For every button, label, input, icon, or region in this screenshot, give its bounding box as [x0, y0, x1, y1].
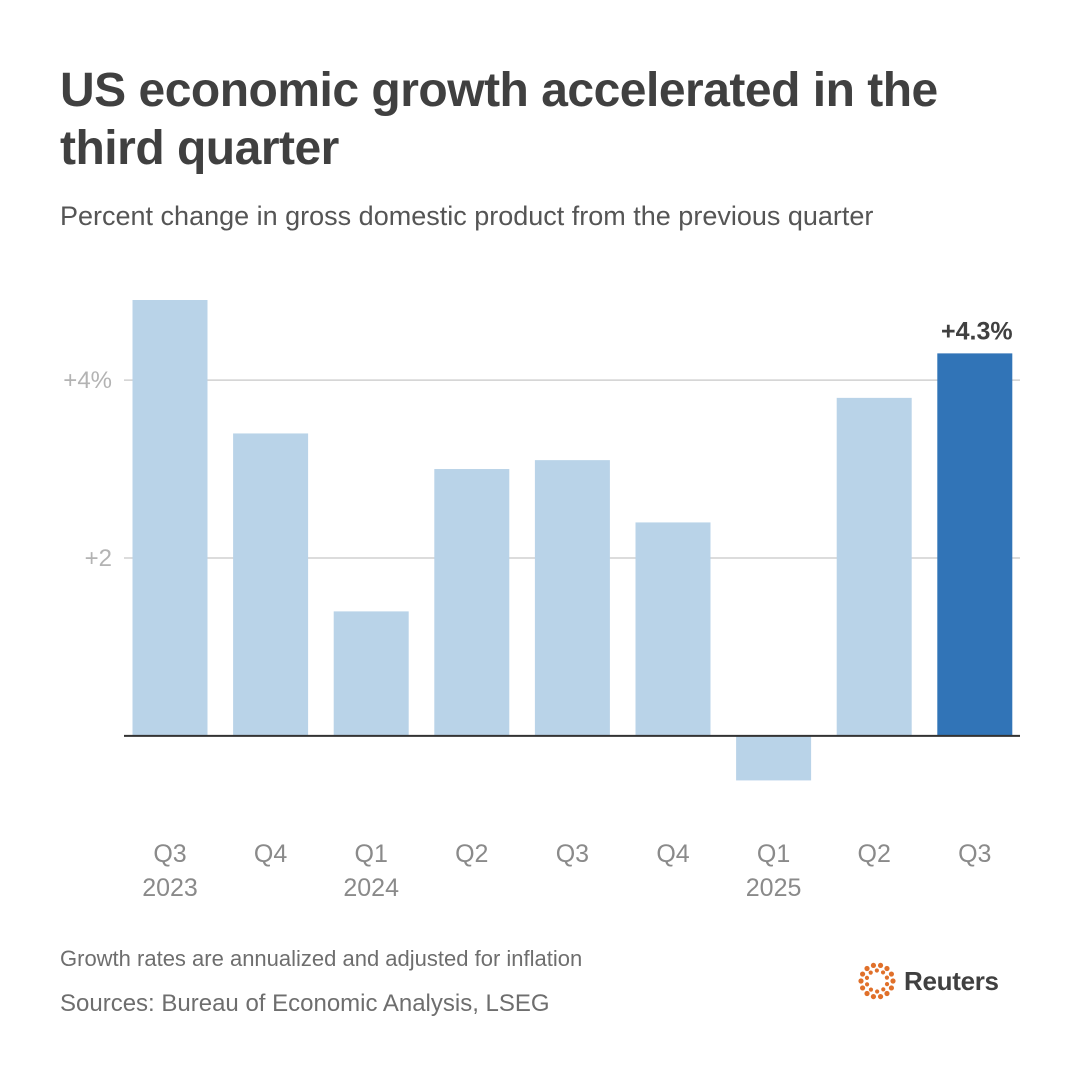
- logo-dot: [864, 990, 870, 997]
- x-tick-label-4: Q2: [455, 840, 488, 868]
- logo-dot: [884, 990, 890, 997]
- x-tick-label-9: Q3: [958, 840, 991, 868]
- bar-8: [836, 397, 912, 736]
- x-tick-label-6: Q4: [656, 840, 689, 868]
- logo-dot: [870, 962, 877, 969]
- x-tick-label-7: Q1: [757, 840, 790, 868]
- bar-6: [635, 522, 711, 736]
- logo-dot: [880, 970, 886, 975]
- bar-5: [534, 460, 610, 736]
- highlight-data-label: +4.3%: [941, 317, 1013, 345]
- logo-dot: [859, 985, 866, 991]
- bar-4: [434, 469, 510, 736]
- logo-dot: [888, 971, 895, 977]
- logo-dot: [870, 993, 877, 1000]
- logo-dot: [858, 978, 864, 984]
- bar-chart: +2 +4% +4.3% Q3 2023 Q4 Q1 2024 Q2 Q3 Q4 Q1 2025 Q2 Q3: [63, 300, 1020, 902]
- logo-dot: [888, 985, 895, 991]
- x-tick-label-3-year: 2024: [343, 874, 399, 902]
- bar-9: [937, 353, 1013, 736]
- logo-dot: [864, 982, 870, 987]
- reuters-logo: Reuters: [856, 960, 999, 1002]
- x-tick-label-5: Q3: [556, 840, 589, 868]
- x-tick-label-1: Q3: [153, 840, 186, 868]
- logo-dot: [884, 982, 890, 987]
- x-tick-label-1-year: 2023: [142, 874, 198, 902]
- x-tick-label-3: Q1: [355, 840, 388, 868]
- logo-dot: [884, 965, 890, 972]
- logo-dot: [877, 993, 884, 1000]
- x-tick-label-2: Q4: [254, 840, 287, 868]
- logo-dot: [884, 975, 890, 980]
- footnote: Growth rates are annualized and adjusted…: [60, 946, 583, 971]
- bar-2: [233, 433, 309, 736]
- bar-3: [333, 611, 409, 736]
- logo-dot: [881, 987, 886, 992]
- chart-subtitle: Percent change in gross domestic product…: [60, 201, 874, 231]
- logo-dot: [875, 989, 880, 994]
- y-tick-label-4: +4%: [63, 367, 112, 394]
- y-tick-label-2: +2: [85, 545, 112, 572]
- logo-dot: [864, 975, 870, 980]
- brand-name: Reuters: [904, 965, 999, 996]
- logo-dot: [877, 962, 884, 969]
- source-note: Sources: Bureau of Economic Analysis, LS…: [60, 990, 550, 1017]
- logo-dot: [859, 971, 866, 977]
- logo-dot: [874, 968, 879, 973]
- bar-7: [736, 735, 812, 781]
- logo-dot: [864, 965, 870, 972]
- bar-1: [132, 300, 208, 736]
- logo-dot: [868, 987, 874, 992]
- logo-dot: [890, 978, 896, 984]
- logo-dot: [868, 970, 873, 975]
- reuters-logo-icon: [858, 962, 896, 1000]
- x-tick-label-8: Q2: [858, 840, 891, 868]
- x-tick-label-7-year: 2025: [746, 874, 802, 902]
- chart-title: US economic growth accelerated in the th…: [60, 64, 938, 175]
